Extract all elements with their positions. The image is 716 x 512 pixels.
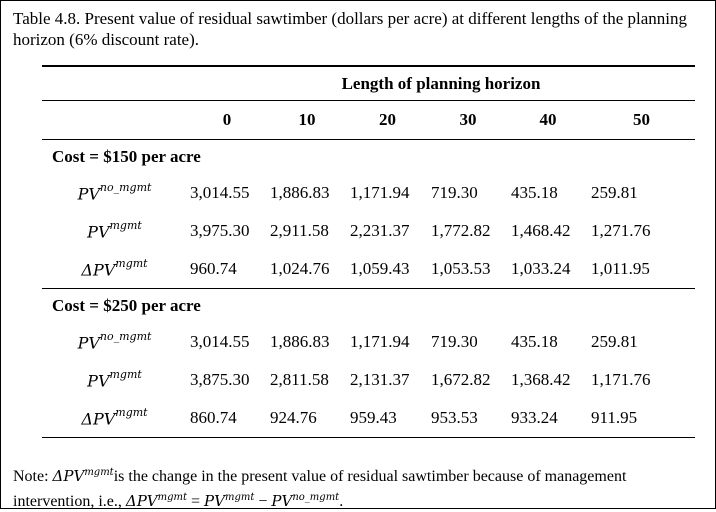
column-header: 50 — [588, 100, 696, 140]
table-cell: 2,231.37 — [350, 221, 410, 240]
table-cell: 1,672.82 — [431, 370, 491, 389]
column-header: 10 — [267, 100, 347, 140]
table-cell: 1,024.76 — [270, 259, 330, 278]
row-label: ΔPVmgmt — [42, 399, 187, 438]
table-cell: 3,014.55 — [190, 183, 250, 202]
table-cell: 1,886.83 — [270, 332, 330, 351]
row-label: PVno_mgmt — [77, 329, 152, 353]
table-row: PVno_mgmt 3,014.55 1,886.83 1,171.94 719… — [42, 174, 695, 212]
table-row: PVno_mgmt 3,014.55 1,886.83 1,171.94 719… — [42, 323, 695, 361]
table-cell: 1,171.94 — [350, 183, 410, 202]
table-cell: 3,014.55 — [190, 332, 250, 351]
table-cell: 1,171.76 — [591, 370, 651, 389]
section-title: Cost = $250 per acre — [42, 288, 696, 323]
table-cell: 1,368.42 — [511, 370, 571, 389]
table-cell: 933.24 — [508, 399, 588, 438]
table-cell: 1,468.42 — [511, 221, 571, 240]
column-header-stub — [42, 100, 187, 140]
table-note: Note: ΔPVmgmtis the change in the presen… — [13, 467, 627, 510]
table-cell: 960.74 — [190, 259, 237, 278]
present-value-table: Length of planning horizon 0 10 20 30 40… — [42, 65, 696, 438]
table-cell: 1,033.24 — [511, 259, 571, 278]
column-header: 20 — [347, 100, 428, 140]
table-cell: 959.43 — [347, 399, 428, 438]
table-cell: 1,171.94 — [350, 332, 410, 351]
table-cell: 1,886.83 — [270, 183, 330, 202]
row-label: PVmgmt — [87, 367, 142, 391]
table-row: PVmgmt 3,975.30 2,911.58 2,231.37 1,772.… — [42, 212, 695, 250]
table-cell: 719.30 — [431, 332, 478, 351]
spanning-header: Length of planning horizon — [187, 65, 696, 101]
table-cell: 1,059.43 — [350, 259, 410, 278]
table-cell: 1,271.76 — [591, 221, 651, 240]
section-title: Cost = $150 per acre — [52, 147, 201, 166]
table-caption: Table 4.8. Present value of residual saw… — [13, 9, 688, 49]
table-cell: 2,811.58 — [270, 370, 329, 389]
table-cell: 2,911.58 — [270, 221, 329, 240]
table-cell: 2,131.37 — [350, 370, 410, 389]
table-cell: 259.81 — [591, 183, 638, 202]
table-cell: 259.81 — [591, 332, 638, 351]
table-cell: 719.30 — [431, 183, 478, 202]
row-label: ΔPVmgmt — [81, 256, 148, 280]
table-cell: 953.53 — [428, 399, 508, 438]
table-cell: 435.18 — [511, 332, 558, 351]
table-row: ΔPVmgmt 960.74 1,024.76 1,059.43 1,053.5… — [42, 250, 695, 289]
column-header: 0 — [187, 100, 267, 140]
row-label: PVmgmt — [87, 218, 142, 242]
row-label: PVno_mgmt — [77, 180, 152, 204]
table-cell: 3,875.30 — [190, 370, 250, 389]
table-row: ΔPVmgmt 860.74 924.76 959.43 953.53 933.… — [42, 399, 696, 438]
table-row: PVmgmt 3,875.30 2,811.58 2,131.37 1,672.… — [42, 361, 695, 399]
table-cell: 924.76 — [267, 399, 347, 438]
column-header: 40 — [508, 100, 588, 140]
table-cell: 860.74 — [187, 399, 267, 438]
table-cell: 1,011.95 — [591, 259, 650, 278]
table-cell: 435.18 — [511, 183, 558, 202]
column-header: 30 — [428, 100, 508, 140]
table-cell: 1,053.53 — [431, 259, 491, 278]
table-cell: 911.95 — [588, 399, 696, 438]
table-cell: 3,975.30 — [190, 221, 250, 240]
header-stub — [42, 65, 187, 101]
table-cell: 1,772.82 — [431, 221, 491, 240]
